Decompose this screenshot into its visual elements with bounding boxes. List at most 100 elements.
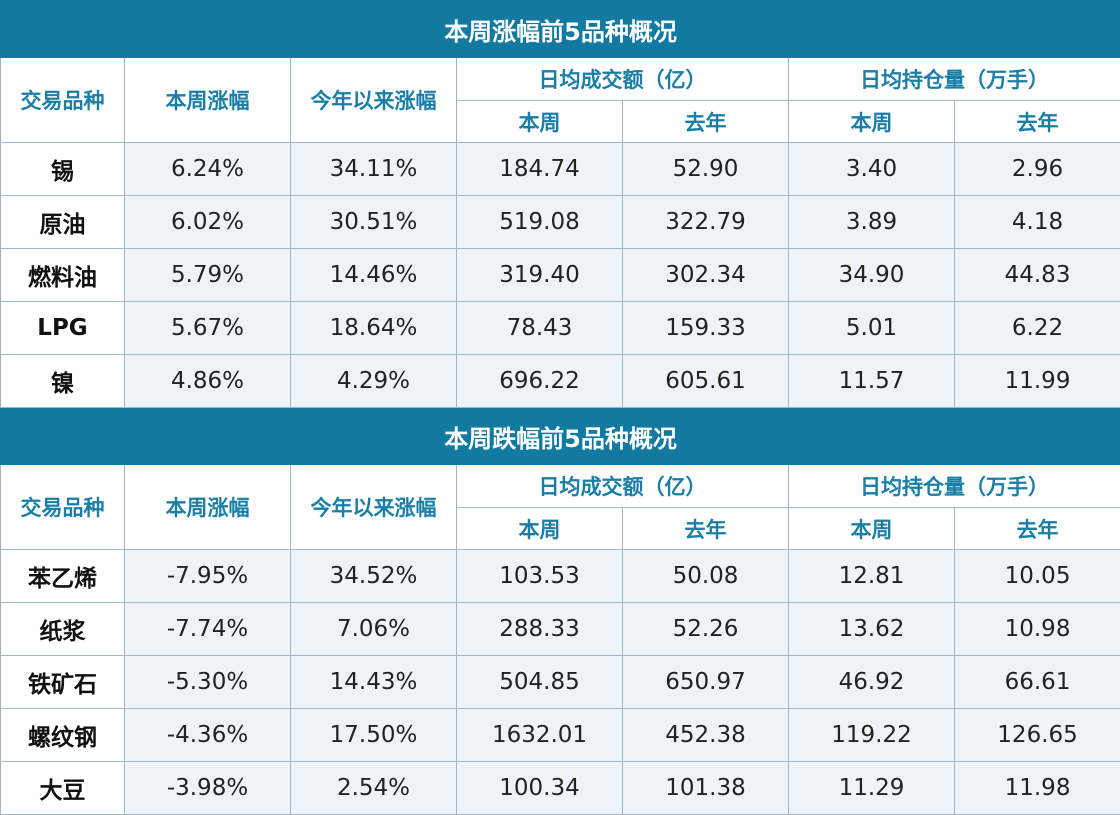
volume-this-week-value: 78.43 bbox=[457, 302, 623, 355]
oi-last-year-value: 126.65 bbox=[955, 709, 1120, 762]
subheader-volume-last-year: 去年 bbox=[623, 508, 789, 550]
oi-last-year-value: 2.96 bbox=[955, 143, 1120, 196]
volume-this-week-value: 696.22 bbox=[457, 355, 623, 408]
oi-this-week-value: 119.22 bbox=[789, 709, 955, 762]
volume-this-week-value: 103.53 bbox=[457, 550, 623, 603]
ytd-change-value: 2.54% bbox=[291, 762, 457, 815]
volume-this-week-value: 504.85 bbox=[457, 656, 623, 709]
variety-name: 纸浆 bbox=[1, 603, 125, 656]
subheader-oi-this-week: 本周 bbox=[789, 508, 955, 550]
header-avg-open-interest: 日均持仓量（万手） bbox=[789, 465, 1120, 508]
header-variety: 交易品种 bbox=[1, 465, 125, 550]
ytd-change-value: 18.64% bbox=[291, 302, 457, 355]
volume-this-week-value: 100.34 bbox=[457, 762, 623, 815]
variety-name: 大豆 bbox=[1, 762, 125, 815]
header-avg-open-interest: 日均持仓量（万手） bbox=[789, 58, 1120, 101]
week-change-value: -5.30% bbox=[125, 656, 291, 709]
subheader-volume-last-year: 去年 bbox=[623, 101, 789, 143]
oi-last-year-value: 10.98 bbox=[955, 603, 1120, 656]
oi-this-week-value: 3.40 bbox=[789, 143, 955, 196]
week-change-value: -7.95% bbox=[125, 550, 291, 603]
ytd-change-value: 4.29% bbox=[291, 355, 457, 408]
subheader-volume-this-week: 本周 bbox=[457, 508, 623, 550]
week-change-value: 5.67% bbox=[125, 302, 291, 355]
oi-this-week-value: 12.81 bbox=[789, 550, 955, 603]
subheader-oi-last-year: 去年 bbox=[955, 101, 1120, 143]
ytd-change-value: 34.52% bbox=[291, 550, 457, 603]
ytd-change-value: 14.43% bbox=[291, 656, 457, 709]
subheader-oi-last-year: 去年 bbox=[955, 508, 1120, 550]
header-week-change: 本周涨幅 bbox=[125, 465, 291, 550]
variety-name: 燃料油 bbox=[1, 249, 125, 302]
header-week-change: 本周涨幅 bbox=[125, 58, 291, 143]
volume-last-year-value: 605.61 bbox=[623, 355, 789, 408]
oi-last-year-value: 6.22 bbox=[955, 302, 1120, 355]
week-change-value: -7.74% bbox=[125, 603, 291, 656]
ytd-change-value: 7.06% bbox=[291, 603, 457, 656]
volume-last-year-value: 101.38 bbox=[623, 762, 789, 815]
oi-last-year-value: 11.98 bbox=[955, 762, 1120, 815]
oi-this-week-value: 34.90 bbox=[789, 249, 955, 302]
volume-last-year-value: 650.97 bbox=[623, 656, 789, 709]
oi-this-week-value: 46.92 bbox=[789, 656, 955, 709]
variety-name: 原油 bbox=[1, 196, 125, 249]
week-change-value: -4.36% bbox=[125, 709, 291, 762]
section-title-row: 本周涨幅前5品种概况 bbox=[1, 1, 1120, 58]
header-row: 交易品种本周涨幅今年以来涨幅日均成交额（亿）日均持仓量（万手） bbox=[1, 465, 1120, 508]
week-change-value: -3.98% bbox=[125, 762, 291, 815]
section-title-row: 本周跌幅前5品种概况 bbox=[1, 408, 1120, 465]
week-change-value: 6.02% bbox=[125, 196, 291, 249]
variety-name: 铁矿石 bbox=[1, 656, 125, 709]
subheader-volume-this-week: 本周 bbox=[457, 101, 623, 143]
ytd-change-value: 34.11% bbox=[291, 143, 457, 196]
variety-name: 镍 bbox=[1, 355, 125, 408]
ytd-change-value: 30.51% bbox=[291, 196, 457, 249]
section-title: 本周跌幅前5品种概况 bbox=[1, 408, 1120, 465]
oi-last-year-value: 44.83 bbox=[955, 249, 1120, 302]
oi-last-year-value: 10.05 bbox=[955, 550, 1120, 603]
week-change-value: 5.79% bbox=[125, 249, 291, 302]
variety-name: 锡 bbox=[1, 143, 125, 196]
oi-this-week-value: 3.89 bbox=[789, 196, 955, 249]
week-change-value: 6.24% bbox=[125, 143, 291, 196]
header-avg-volume: 日均成交额（亿） bbox=[457, 58, 789, 101]
oi-this-week-value: 13.62 bbox=[789, 603, 955, 656]
volume-last-year-value: 322.79 bbox=[623, 196, 789, 249]
oi-last-year-value: 11.99 bbox=[955, 355, 1120, 408]
oi-this-week-value: 11.29 bbox=[789, 762, 955, 815]
subheader-oi-this-week: 本周 bbox=[789, 101, 955, 143]
header-ytd-change: 今年以来涨幅 bbox=[291, 58, 457, 143]
volume-this-week-value: 184.74 bbox=[457, 143, 623, 196]
oi-this-week-value: 5.01 bbox=[789, 302, 955, 355]
volume-last-year-value: 302.34 bbox=[623, 249, 789, 302]
ytd-change-value: 17.50% bbox=[291, 709, 457, 762]
variety-name: 螺纹钢 bbox=[1, 709, 125, 762]
header-avg-volume: 日均成交额（亿） bbox=[457, 465, 789, 508]
volume-last-year-value: 52.90 bbox=[623, 143, 789, 196]
week-change-value: 4.86% bbox=[125, 355, 291, 408]
header-variety: 交易品种 bbox=[1, 58, 125, 143]
ytd-change-value: 14.46% bbox=[291, 249, 457, 302]
section-title: 本周涨幅前5品种概况 bbox=[1, 1, 1120, 58]
volume-last-year-value: 52.26 bbox=[623, 603, 789, 656]
volume-last-year-value: 159.33 bbox=[623, 302, 789, 355]
variety-name: 苯乙烯 bbox=[1, 550, 125, 603]
volume-this-week-value: 519.08 bbox=[457, 196, 623, 249]
oi-this-week-value: 11.57 bbox=[789, 355, 955, 408]
volume-this-week-value: 1632.01 bbox=[457, 709, 623, 762]
volume-this-week-value: 319.40 bbox=[457, 249, 623, 302]
volume-last-year-value: 50.08 bbox=[623, 550, 789, 603]
volume-this-week-value: 288.33 bbox=[457, 603, 623, 656]
